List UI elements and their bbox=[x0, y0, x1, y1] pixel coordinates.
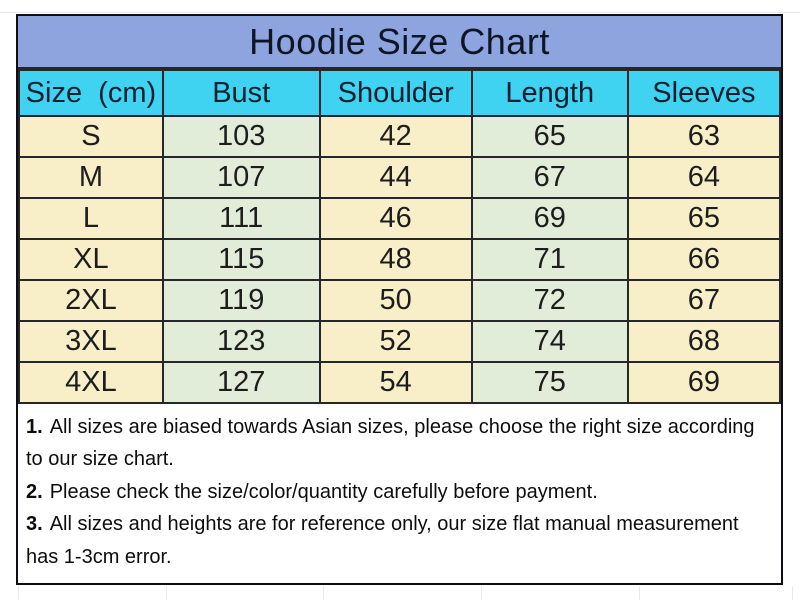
shoulder-cell: 42 bbox=[318, 115, 473, 158]
header-row: Size (cm) Bust Shoulder Length Sleeves bbox=[18, 69, 782, 117]
note-2-text: Please check the size/color/quantity car… bbox=[49, 480, 598, 503]
bust-cell: 115 bbox=[161, 238, 321, 281]
shoulder-cell: 48 bbox=[318, 238, 473, 281]
shoulder-cell: 50 bbox=[318, 279, 473, 322]
size-cell: 2XL bbox=[18, 279, 164, 322]
note-3-number: 3. bbox=[26, 513, 43, 536]
size-cell: L bbox=[18, 197, 164, 240]
note-1-text: All sizes are biased towards Asian sizes… bbox=[26, 416, 755, 471]
spreadsheet-gridline-top bbox=[0, 12, 800, 13]
sleeves-cell: 69 bbox=[626, 361, 782, 404]
size-chart: Hoodie Size Chart Size (cm) Bust Shoulde… bbox=[16, 14, 783, 585]
column-header-shoulder: Shoulder bbox=[318, 69, 473, 117]
table-row: XL 115 48 71 66 bbox=[18, 238, 782, 281]
note-1: 1. All sizes are biased towards Asian siz… bbox=[26, 411, 759, 476]
table-row: 4XL 127 54 75 69 bbox=[18, 361, 782, 404]
sleeves-cell: 64 bbox=[626, 156, 782, 199]
length-cell: 71 bbox=[470, 238, 629, 281]
spreadsheet-gridlines-bottom bbox=[0, 586, 800, 600]
bust-cell: 107 bbox=[161, 156, 321, 199]
notes-section: 1. All sizes are biased towards Asian siz… bbox=[18, 404, 781, 583]
column-header-size: Size (cm) bbox=[18, 69, 164, 117]
bust-cell: 103 bbox=[161, 115, 321, 158]
shoulder-cell: 52 bbox=[318, 320, 473, 363]
size-cell: 3XL bbox=[18, 320, 164, 363]
sleeves-cell: 63 bbox=[626, 115, 782, 158]
bust-cell: 119 bbox=[161, 279, 321, 322]
bust-cell: 127 bbox=[161, 361, 321, 404]
size-cell: S bbox=[18, 115, 164, 158]
note-2: 2. Please check the size/color/quantity c… bbox=[26, 476, 759, 508]
sleeves-cell: 68 bbox=[626, 320, 782, 363]
column-header-bust: Bust bbox=[161, 69, 321, 117]
sleeves-cell: 65 bbox=[626, 197, 782, 240]
table-row: S 103 42 65 63 bbox=[18, 115, 782, 158]
length-cell: 74 bbox=[470, 320, 629, 363]
length-cell: 67 bbox=[470, 156, 629, 199]
size-table: Size (cm) Bust Shoulder Length Sleeves S… bbox=[18, 69, 782, 404]
chart-title: Hoodie Size Chart bbox=[18, 16, 781, 69]
shoulder-cell: 46 bbox=[318, 197, 473, 240]
table-row: 3XL 123 52 74 68 bbox=[18, 320, 782, 363]
note-2-number: 2. bbox=[26, 480, 43, 503]
length-cell: 69 bbox=[470, 197, 629, 240]
bust-cell: 111 bbox=[161, 197, 321, 240]
note-3: 3. All sizes and heights are for referenc… bbox=[26, 508, 759, 573]
size-cell: 4XL bbox=[18, 361, 164, 404]
size-cell: M bbox=[18, 156, 164, 199]
note-3-text: All sizes and heights are for reference … bbox=[26, 513, 739, 568]
length-cell: 65 bbox=[470, 115, 629, 158]
bust-cell: 123 bbox=[161, 320, 321, 363]
length-cell: 72 bbox=[470, 279, 629, 322]
sleeves-cell: 66 bbox=[626, 238, 782, 281]
column-header-length: Length bbox=[470, 69, 629, 117]
size-cell: XL bbox=[18, 238, 164, 281]
shoulder-cell: 44 bbox=[318, 156, 473, 199]
sleeves-cell: 67 bbox=[626, 279, 782, 322]
table-row: L 111 46 69 65 bbox=[18, 197, 782, 240]
table-row: M 107 44 67 64 bbox=[18, 156, 782, 199]
note-1-number: 1. bbox=[26, 416, 43, 438]
table-row: 2XL 119 50 72 67 bbox=[18, 279, 782, 322]
length-cell: 75 bbox=[470, 361, 629, 404]
column-header-sleeves: Sleeves bbox=[626, 69, 782, 117]
shoulder-cell: 54 bbox=[318, 361, 473, 404]
